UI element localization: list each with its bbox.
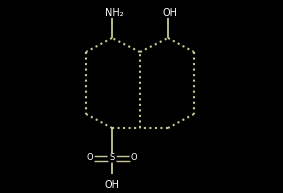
Circle shape <box>108 154 116 162</box>
Text: S: S <box>109 153 115 163</box>
Text: O: O <box>131 153 137 163</box>
Text: OH: OH <box>104 180 119 190</box>
Text: NH₂: NH₂ <box>105 8 123 18</box>
Text: O: O <box>87 153 93 163</box>
Circle shape <box>86 154 94 162</box>
Circle shape <box>130 154 138 162</box>
Text: OH: OH <box>162 8 177 18</box>
